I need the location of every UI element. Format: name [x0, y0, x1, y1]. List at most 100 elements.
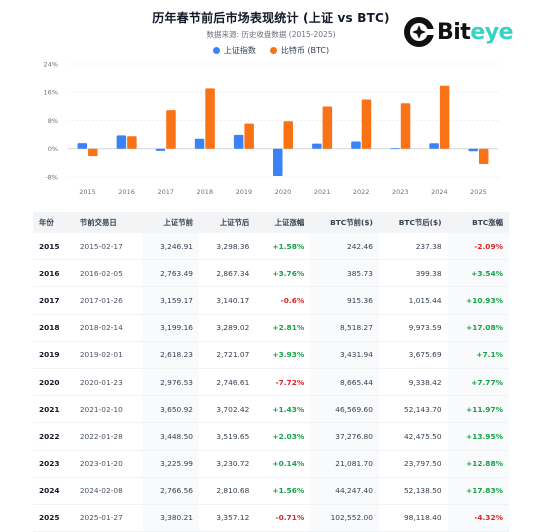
- cell-sse-pre: 2,763.49: [142, 259, 199, 288]
- cell-btc-post: 237.38: [378, 233, 448, 261]
- cell-sse-pre: 3,380.21: [142, 504, 199, 532]
- cell-btc-change: +10.93%: [447, 286, 509, 315]
- cell-sse-pre: 3,650.92: [142, 395, 199, 424]
- legend-label-btc: 比特币 (BTC): [280, 46, 330, 55]
- cell-btc-post: 9,973.59: [378, 314, 448, 342]
- cell-sse-post: 2,721.07: [199, 341, 256, 369]
- bar-btc: [244, 123, 254, 149]
- cell-btc-pre: 915.36: [310, 286, 379, 315]
- cell-year: 2021: [33, 395, 74, 424]
- table-row: 2018 2018-02-14 3,199.16 3,289.02 +2.81% 8,51…: [33, 314, 509, 342]
- table-row: 2015 2015-02-17 3,246.91 3,298.36 +1.58% 242.…: [33, 233, 509, 261]
- cell-btc-pre: 8,518.27: [310, 314, 379, 342]
- bar-sse: [155, 148, 166, 151]
- cell-sse-pre: 3,199.16: [142, 314, 199, 342]
- cell-btc-pre: 242.46: [310, 233, 379, 261]
- data-table: 年份 节前交易日 上证节前 上证节后 上证涨幅 BTC节前($) BTC节后($…: [33, 212, 509, 532]
- cell-btc-post: 3,675.69: [378, 341, 448, 369]
- cell-date: 2018-02-14: [73, 314, 143, 342]
- col-header-sse-pre: 上证节前: [142, 212, 199, 233]
- cell-sse-post: 3,702.42: [199, 395, 256, 424]
- cell-year: 2025: [33, 504, 74, 532]
- cell-btc-change: +13.95%: [447, 422, 509, 451]
- x-tick-label: 2025: [470, 188, 487, 196]
- col-header-date: 节前交易日: [73, 212, 143, 233]
- cell-sse-change: +2.03%: [255, 422, 311, 451]
- cell-btc-pre: 385.73: [310, 259, 379, 288]
- table-row: 2020 2020-01-23 2,976.53 2,746.61 -7.72% 8,66…: [33, 368, 509, 397]
- cell-btc-pre: 3,431.94: [310, 341, 379, 369]
- cell-date: 2019-02-01: [73, 341, 143, 369]
- cell-year: 2019: [33, 341, 74, 369]
- bar-sse: [233, 134, 244, 149]
- y-tick-label: 24%: [44, 61, 58, 69]
- table-row: 2021 2021-02-10 3,650.92 3,702.42 +1.43% 46,5…: [33, 395, 509, 424]
- table-row: 2025 2025-01-27 3,380.21 3,357.12 -0.71% 102,…: [33, 504, 509, 532]
- cell-btc-post: 42,475.50: [378, 422, 448, 451]
- cell-sse-post: 3,230.72: [199, 450, 256, 478]
- bar-btc: [478, 148, 489, 164]
- cell-sse-change: -7.72%: [255, 368, 311, 397]
- x-tick-label: 2017: [157, 188, 174, 196]
- cell-sse-change: +2.81%: [255, 314, 311, 342]
- x-tick-label: 2016: [118, 188, 135, 196]
- cell-sse-pre: 3,448.50: [142, 422, 199, 451]
- cell-sse-change: +1.56%: [255, 477, 311, 505]
- bar-btc: [322, 106, 333, 149]
- cell-sse-change: +1.58%: [255, 233, 311, 261]
- bar-btc: [283, 121, 293, 149]
- data-table-container: 年份 节前交易日 上证节前 上证节后 上证涨幅 BTC节前($) BTC节后($…: [33, 212, 509, 532]
- cell-sse-change: +0.14%: [255, 450, 311, 478]
- table-header-row: 年份 节前交易日 上证节前 上证节后 上证涨幅 BTC节前($) BTC节后($…: [33, 212, 509, 233]
- legend-item-btc[interactable]: 比特币 (BTC): [269, 45, 330, 56]
- legend-item-sse[interactable]: 上证指数: [212, 45, 256, 56]
- cell-date: 2022-01-28: [73, 422, 143, 451]
- bar-sse: [312, 143, 322, 149]
- cell-sse-change: +3.93%: [255, 341, 311, 369]
- cell-btc-post: 23,797.50: [378, 450, 448, 478]
- table-row: 2019 2019-02-01 2,618.23 2,721.07 +3.93% 3,43…: [33, 341, 509, 369]
- biteye-logo-icon: [404, 17, 435, 47]
- cell-year: 2017: [33, 286, 74, 315]
- cell-sse-change: +1.43%: [255, 395, 311, 424]
- y-tick-label: 0%: [48, 145, 58, 153]
- cell-sse-post: 3,298.36: [199, 233, 256, 261]
- cell-btc-pre: 21,081.70: [310, 450, 379, 478]
- cell-btc-post: 52,143.70: [378, 395, 448, 424]
- cell-btc-post: 1,015.44: [378, 286, 448, 315]
- cell-year: 2015: [33, 233, 74, 261]
- col-header-btc-change: BTC涨幅: [447, 212, 509, 233]
- legend-swatch-btc: [269, 47, 277, 54]
- biteye-logo: Biteye: [403, 14, 525, 50]
- cell-sse-post: 3,289.02: [199, 314, 256, 342]
- table-row: 2024 2024-02-08 2,766.56 2,810.68 +1.56% 44,2…: [33, 477, 509, 505]
- bar-btc: [127, 136, 137, 149]
- chart-legend: 上证指数 比特币 (BTC): [0, 45, 542, 56]
- cell-sse-pre: 3,159.17: [142, 286, 199, 315]
- cell-btc-post: 98,118.40: [378, 504, 448, 532]
- y-tick-label: 8%: [48, 117, 58, 125]
- cell-btc-change: +17.08%: [447, 314, 509, 342]
- cell-sse-post: 3,357.12: [199, 504, 256, 532]
- bar-sse: [390, 148, 400, 150]
- bar-sse: [194, 138, 205, 149]
- x-tick-label: 2018: [197, 188, 214, 196]
- cell-year: 2016: [33, 259, 74, 288]
- y-tick-label: 16%: [44, 89, 58, 97]
- cell-btc-pre: 102,552.00: [310, 504, 379, 532]
- col-header-sse-change: 上证涨幅: [255, 212, 311, 233]
- cell-date: 2023-01-20: [73, 450, 143, 478]
- bar-sse: [351, 141, 361, 149]
- cell-btc-change: +17.83%: [447, 477, 509, 505]
- cell-btc-post: 399.38: [378, 259, 448, 288]
- grouped-bar-chart: 24% 16% 8% 0% -8% 2015 2016 2017 2018 2019 2020 202…: [44, 61, 498, 196]
- cell-sse-pre: 2,976.53: [142, 368, 199, 397]
- bar-sse: [116, 135, 127, 149]
- bar-btc: [439, 85, 450, 149]
- bar-btc: [361, 99, 372, 149]
- cell-year: 2023: [33, 450, 74, 478]
- cell-btc-change: +12.88%: [447, 450, 509, 478]
- x-tick-label: 2023: [392, 188, 409, 196]
- cell-date: 2016-02-05: [73, 259, 143, 288]
- bar-btc: [400, 103, 411, 149]
